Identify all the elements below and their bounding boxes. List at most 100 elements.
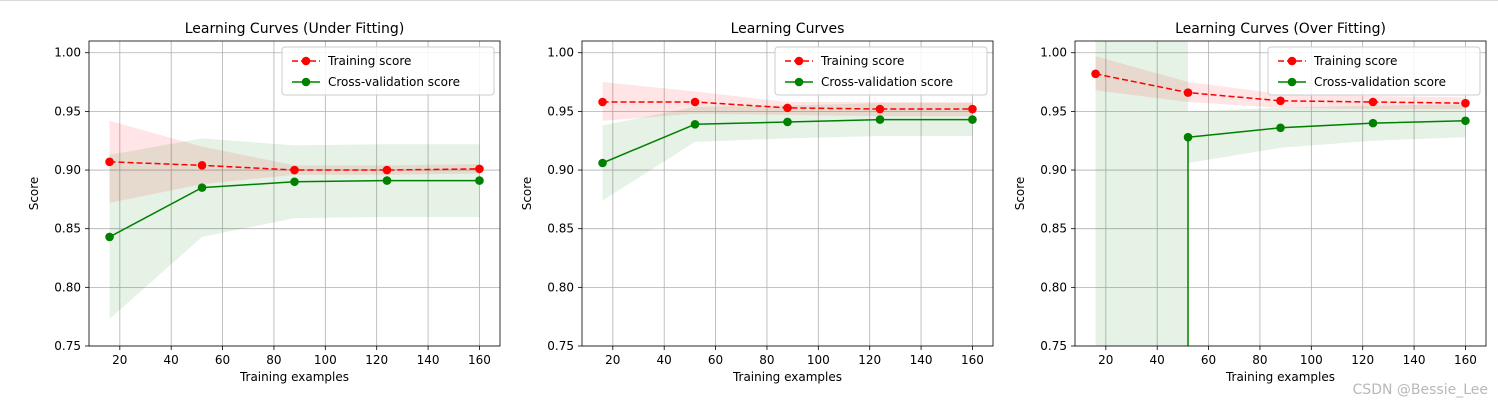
plot-area — [598, 82, 977, 201]
training-score-point — [875, 104, 885, 114]
y-tick-label: 0.90 — [54, 163, 81, 177]
axes-frame — [88, 40, 501, 347]
y-tick-label: 0.85 — [547, 222, 574, 236]
training-score-point — [1091, 69, 1100, 79]
y-tick-label: 0.80 — [547, 280, 574, 294]
subplot-3: 20 40 60 80 100 120 140 160 0.75 0.80 0.85 0.90 0.95… — [1013, 21, 1487, 384]
plot-area — [105, 120, 484, 320]
y-tick-label: 0.90 — [547, 163, 574, 177]
y-axis-label: Score — [520, 177, 534, 211]
legend-label: Training score — [820, 54, 904, 68]
x-tick-label: 60 — [708, 353, 723, 367]
x-tick-label: 140 — [417, 353, 440, 367]
cv-score-point — [382, 176, 392, 185]
y-tick-label: 1.00 — [1040, 46, 1067, 60]
legend-label: Training score — [327, 54, 411, 68]
y-tick-label: 0.85 — [1040, 222, 1067, 236]
subplot-1: 20 40 60 80 100 120 140 160 0.75 0.80 0.85 0.90 0.95… — [27, 21, 501, 384]
x-tick-label: 20 — [1098, 353, 1113, 367]
y-tick-label: 0.95 — [1040, 104, 1067, 118]
x-tick-label: 160 — [961, 353, 984, 367]
chart-title: Learning Curves — [731, 21, 845, 37]
training-score-point — [783, 103, 792, 113]
training-score-point — [1276, 96, 1285, 106]
legend: Training score Cross-validation score — [281, 46, 495, 96]
y-tick-label: 0.80 — [1040, 280, 1067, 294]
y-tick-label: 0.75 — [1040, 339, 1067, 353]
cv-band-full — [1095, 41, 1189, 346]
x-tick-label: 40 — [1150, 353, 1165, 367]
x-tick-label: 20 — [112, 353, 127, 367]
x-tick-label: 120 — [858, 353, 881, 367]
legend-label: Cross-validation score — [821, 75, 953, 89]
cv-score-line — [1187, 120, 1466, 138]
y-tick-label: 0.95 — [54, 104, 81, 118]
top-divider — [0, 0, 1498, 1]
watermark: CSDN @Bessie_Lee — [1352, 382, 1488, 398]
x-tick-label: 40 — [657, 353, 672, 367]
x-axis-label: Training examples — [1225, 370, 1335, 384]
y-tick-label: 0.85 — [54, 222, 81, 236]
legend: Training score Cross-validation score — [1267, 46, 1481, 96]
x-tick-label: 60 — [1201, 353, 1216, 367]
x-tick-label: 120 — [1351, 353, 1374, 367]
x-axis-label: Training examples — [239, 370, 349, 384]
plot-area — [1091, 41, 1470, 346]
cv-score-point — [1461, 116, 1470, 126]
legend-box — [281, 46, 495, 96]
x-tick-label: 100 — [807, 353, 830, 367]
training-score-point — [382, 165, 392, 175]
x-axis-label: Training examples — [732, 370, 842, 384]
cv-score-point — [290, 177, 299, 187]
training-score-point — [690, 97, 700, 107]
training-score-band — [109, 120, 480, 203]
y-tick-label: 1.00 — [547, 46, 574, 60]
training-score-line — [1095, 73, 1466, 104]
axes-frame — [581, 40, 994, 347]
x-tick-label: 80 — [1252, 353, 1267, 367]
x-tick-label: 60 — [215, 353, 230, 367]
training-score-point — [197, 161, 207, 170]
x-tick-label: 140 — [910, 353, 933, 367]
legend-marker — [301, 77, 311, 87]
x-tick-label: 140 — [1403, 353, 1426, 367]
cv-score-band — [1188, 104, 1466, 163]
training-score-point — [1368, 97, 1378, 107]
training-score-point — [105, 157, 114, 167]
cv-score-point — [968, 115, 977, 124]
training-score-point — [475, 164, 484, 174]
x-tick-label: 100 — [1300, 353, 1323, 367]
training-score-point — [598, 97, 607, 107]
legend-marker — [794, 77, 804, 87]
x-tick-label: 160 — [1454, 353, 1477, 367]
cv-score-point — [783, 117, 792, 127]
training-score-point — [290, 165, 299, 175]
cv-score-point — [475, 176, 484, 185]
x-tick-label: 100 — [314, 353, 337, 367]
subplot-2: 20 40 60 80 100 120 140 160 0.75 0.80 0.85 0.90 0.95… — [520, 21, 994, 384]
legend-marker — [1287, 56, 1297, 66]
x-tick-label: 120 — [365, 353, 388, 367]
x-tick-label: 80 — [759, 353, 774, 367]
legend-box — [774, 46, 988, 96]
y-axis-label: Score — [1013, 177, 1027, 211]
chart-title: Learning Curves (Over Fitting) — [1175, 21, 1386, 37]
y-tick-label: 1.00 — [54, 46, 81, 60]
cv-score-point — [105, 232, 114, 242]
legend-label: Cross-validation score — [328, 75, 460, 89]
legend-label: Cross-validation score — [1314, 75, 1446, 89]
cv-score-point — [598, 158, 607, 168]
x-tick-label: 40 — [164, 353, 179, 367]
x-tick-label: 160 — [468, 353, 491, 367]
legend-box — [1267, 46, 1481, 96]
cv-score-point — [875, 115, 885, 124]
cv-score-point — [197, 183, 207, 192]
cv-score-point — [690, 119, 700, 129]
y-tick-label: 0.80 — [54, 280, 81, 294]
cv-score-point — [1276, 123, 1285, 133]
training-score-point — [968, 104, 977, 114]
legend: Training score Cross-validation score — [774, 46, 988, 96]
x-tick-label: 80 — [266, 353, 281, 367]
y-tick-label: 0.75 — [547, 339, 574, 353]
